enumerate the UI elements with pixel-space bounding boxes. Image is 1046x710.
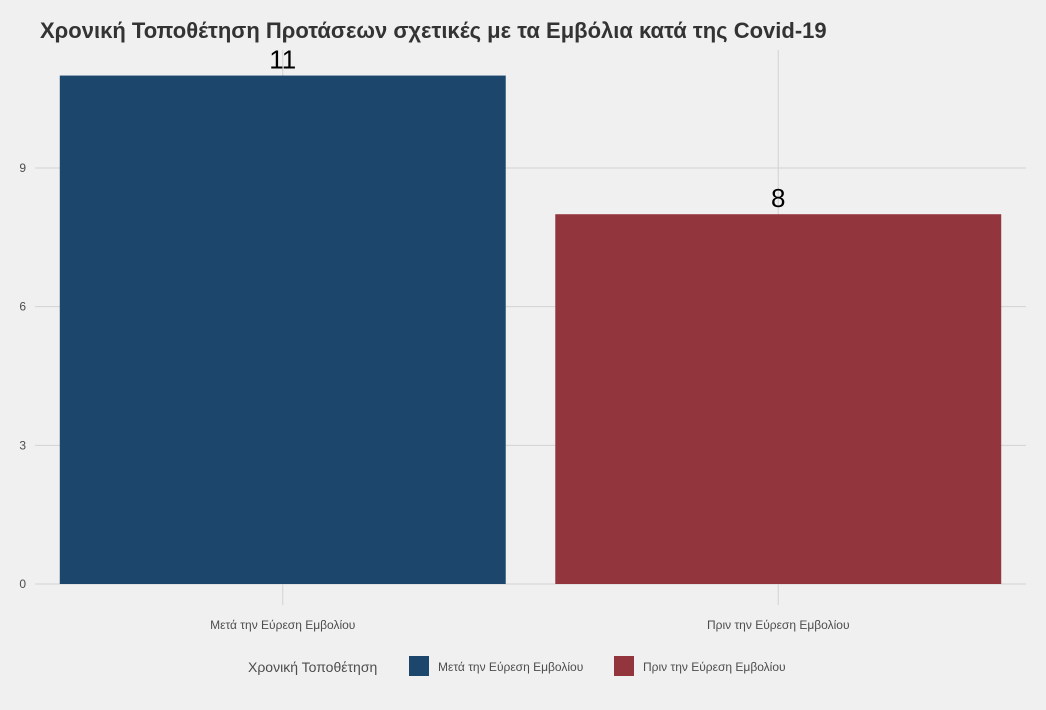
legend: Χρονική Τοποθέτηση Μετά την Εύρεση Εμβολί… xyxy=(248,656,786,676)
legend-swatch xyxy=(409,656,429,676)
y-tick-label: 3 xyxy=(19,438,26,452)
data-labels: 11 8 xyxy=(269,45,785,214)
bars xyxy=(59,75,1002,585)
bar xyxy=(555,214,1002,584)
y-axis: 0 3 6 9 xyxy=(19,161,26,591)
legend-title: Χρονική Τοποθέτηση xyxy=(248,659,377,675)
y-tick-label: 0 xyxy=(19,577,26,591)
bar-value-label: 8 xyxy=(771,183,785,213)
x-axis: Μετά την Εύρεση Εμβολίου Πριν την Εύρεση … xyxy=(210,618,849,632)
legend-swatch xyxy=(614,656,634,676)
bar-value-label: 11 xyxy=(269,45,296,75)
legend-entry-label: Πριν την Εύρεση Εμβολίου xyxy=(643,660,786,674)
y-tick-label: 9 xyxy=(19,161,26,175)
x-tick-label: Πριν την Εύρεση Εμβολίου xyxy=(707,618,850,632)
y-tick-label: 6 xyxy=(19,300,26,314)
x-tick-label: Μετά την Εύρεση Εμβολίου xyxy=(210,618,355,632)
bar xyxy=(59,75,506,585)
legend-entry-label: Μετά την Εύρεση Εμβολίου xyxy=(438,660,583,674)
chart-title: Χρονική Τοποθέτηση Προτάσεων σχετικές με… xyxy=(40,18,827,43)
